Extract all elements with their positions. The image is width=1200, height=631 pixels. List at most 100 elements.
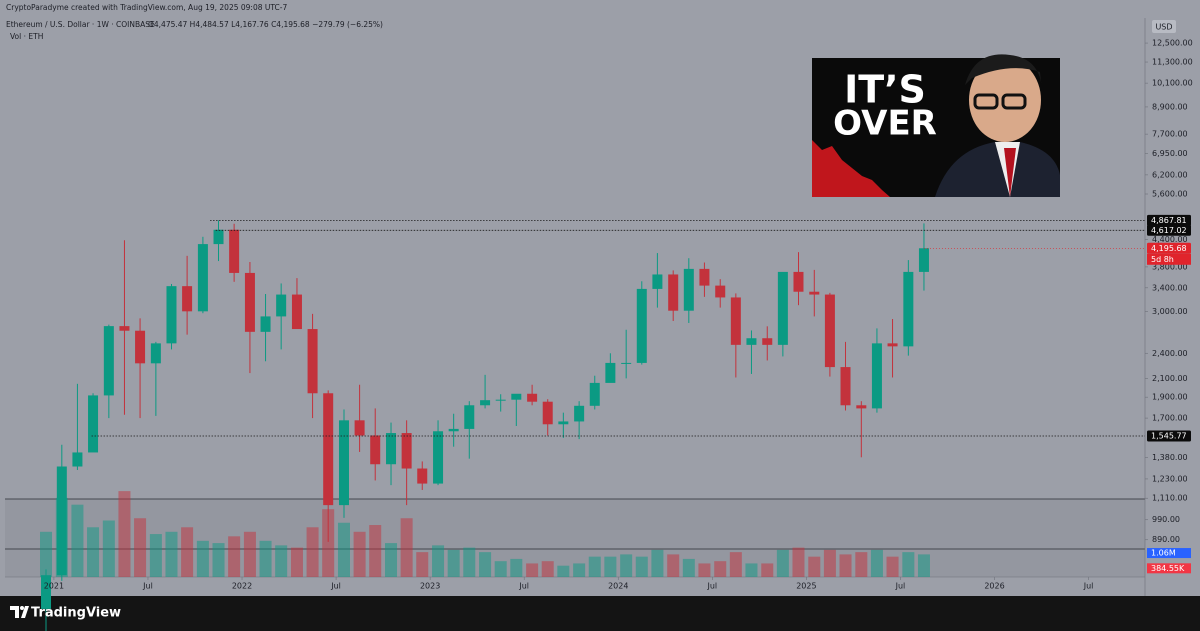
y-tick-label: 3,400.00: [1152, 283, 1188, 292]
x-tick-label: 2025: [796, 582, 816, 591]
x-tick-label: 2023: [420, 582, 440, 591]
volume-bar: [134, 518, 147, 577]
x-tick-label: Jul: [1083, 582, 1094, 591]
candle-body: [88, 395, 99, 453]
candle-body: [542, 401, 553, 425]
volume-bar: [792, 547, 805, 577]
candle-body: [683, 268, 694, 311]
candle-body: [480, 400, 491, 406]
volume-bar: [118, 491, 131, 577]
y-tick-label: 11,300.00: [1152, 58, 1193, 67]
candle-body: [715, 285, 726, 298]
thumbnail-face: [969, 58, 1041, 142]
candle-body: [72, 452, 83, 467]
level-label-box: [1147, 214, 1191, 226]
volume-bar: [259, 540, 272, 577]
volume-bar: [776, 549, 789, 577]
level-label-box: [1147, 224, 1191, 236]
candle-body: [511, 393, 522, 400]
volume-bar: [745, 563, 758, 577]
volume-bar: [761, 563, 774, 577]
candle-body: [793, 271, 804, 292]
footer-logo[interactable]: TradingView: [10, 606, 121, 621]
volume-bar: [510, 558, 523, 577]
volume-bar: [243, 531, 256, 577]
candle-body: [150, 343, 161, 364]
y-tick-label: 1,900.00: [1152, 393, 1188, 402]
volume-bar: [902, 552, 915, 577]
candle-body: [464, 405, 475, 429]
candle-body: [135, 330, 146, 364]
y-tick-label: 3,800.00: [1152, 262, 1188, 271]
candle-body: [527, 393, 538, 402]
x-tick-label: Jul: [330, 582, 341, 591]
candle-body: [809, 291, 820, 295]
y-tick-label: 12,500.00: [1152, 39, 1193, 48]
level-label-text: 4,617.02: [1151, 226, 1187, 235]
y-tick-label: 8,900.00: [1152, 102, 1188, 111]
thumbnail-tie: [1004, 148, 1016, 197]
currency-box[interactable]: [1152, 20, 1176, 33]
volume-bar: [588, 556, 601, 577]
candle-body: [668, 274, 679, 311]
candle-body: [386, 433, 397, 465]
volume-bar: [369, 525, 382, 577]
candle-body: [840, 367, 851, 406]
candle-body: [652, 274, 663, 289]
last-price-box: [1147, 242, 1191, 254]
candle-body: [260, 316, 271, 332]
level-label-text: 4,867.81: [1151, 216, 1187, 225]
candle-body: [213, 229, 224, 245]
candle-body: [56, 466, 67, 576]
symbol-title: Ethereum / U.S. Dollar · 1W · COINBASE: [6, 20, 155, 29]
y-tick-label: 890.00: [1152, 535, 1180, 544]
volume-bar: [432, 545, 445, 577]
y-tick-label: 1,230.00: [1152, 474, 1188, 483]
footer-brand[interactable]: TradingView: [31, 606, 121, 621]
volume-bar: [855, 552, 868, 577]
x-tick-label: 2022: [232, 582, 252, 591]
volume-bar: [181, 527, 194, 577]
y-tick-label: 4,400.00: [1152, 235, 1188, 244]
volume-bar: [667, 554, 680, 577]
volume-bar: [212, 543, 225, 577]
volume-bar: [620, 554, 633, 577]
y-tick-label: 6,200.00: [1152, 170, 1188, 179]
volume-label-text: 1.06M: [1151, 549, 1176, 558]
volume-bar: [886, 556, 899, 577]
volume-label-box: [1147, 548, 1191, 559]
y-tick-label: 1,700.00: [1152, 414, 1188, 423]
candle-body: [636, 288, 647, 363]
thumbnail-suit: [935, 142, 1060, 197]
volume-bar: [463, 547, 476, 577]
volume-bar: [557, 565, 570, 577]
volume-bar: [729, 552, 742, 577]
candle-body: [182, 286, 193, 312]
currency[interactable]: USD: [1155, 23, 1172, 32]
thumbnail: IT’S OVER: [812, 54, 1060, 197]
candle-body: [871, 343, 882, 409]
volume-bar: [87, 527, 100, 577]
ohlc-legend: O4,475.47 H4,484.57 L4,167.76 C4,195.68 …: [148, 20, 383, 29]
thumbnail-glasses: [973, 93, 999, 110]
candle-body: [777, 271, 788, 345]
thumbnail-text: OVER: [833, 104, 937, 144]
candle-body: [605, 362, 616, 383]
volume-bar: [353, 531, 366, 577]
y-tick-label: 7,700.00: [1152, 130, 1188, 139]
volume-title: Vol · ETH: [10, 32, 43, 41]
volume-label-text: 384.55K: [1151, 564, 1185, 573]
volume-bar: [102, 520, 115, 577]
candle-body: [433, 431, 444, 484]
x-tick-label: 2026: [984, 582, 1004, 591]
candle-body: [699, 268, 710, 286]
x-tick-label: 2021: [44, 582, 64, 591]
candle-body: [589, 382, 600, 406]
volume-bar: [541, 561, 554, 577]
y-tick-label: 5,600.00: [1152, 190, 1188, 199]
candle-body: [229, 229, 240, 273]
candle-body: [276, 294, 287, 317]
volume-bar: [526, 563, 539, 577]
thumbnail-red-chart: [812, 140, 890, 197]
